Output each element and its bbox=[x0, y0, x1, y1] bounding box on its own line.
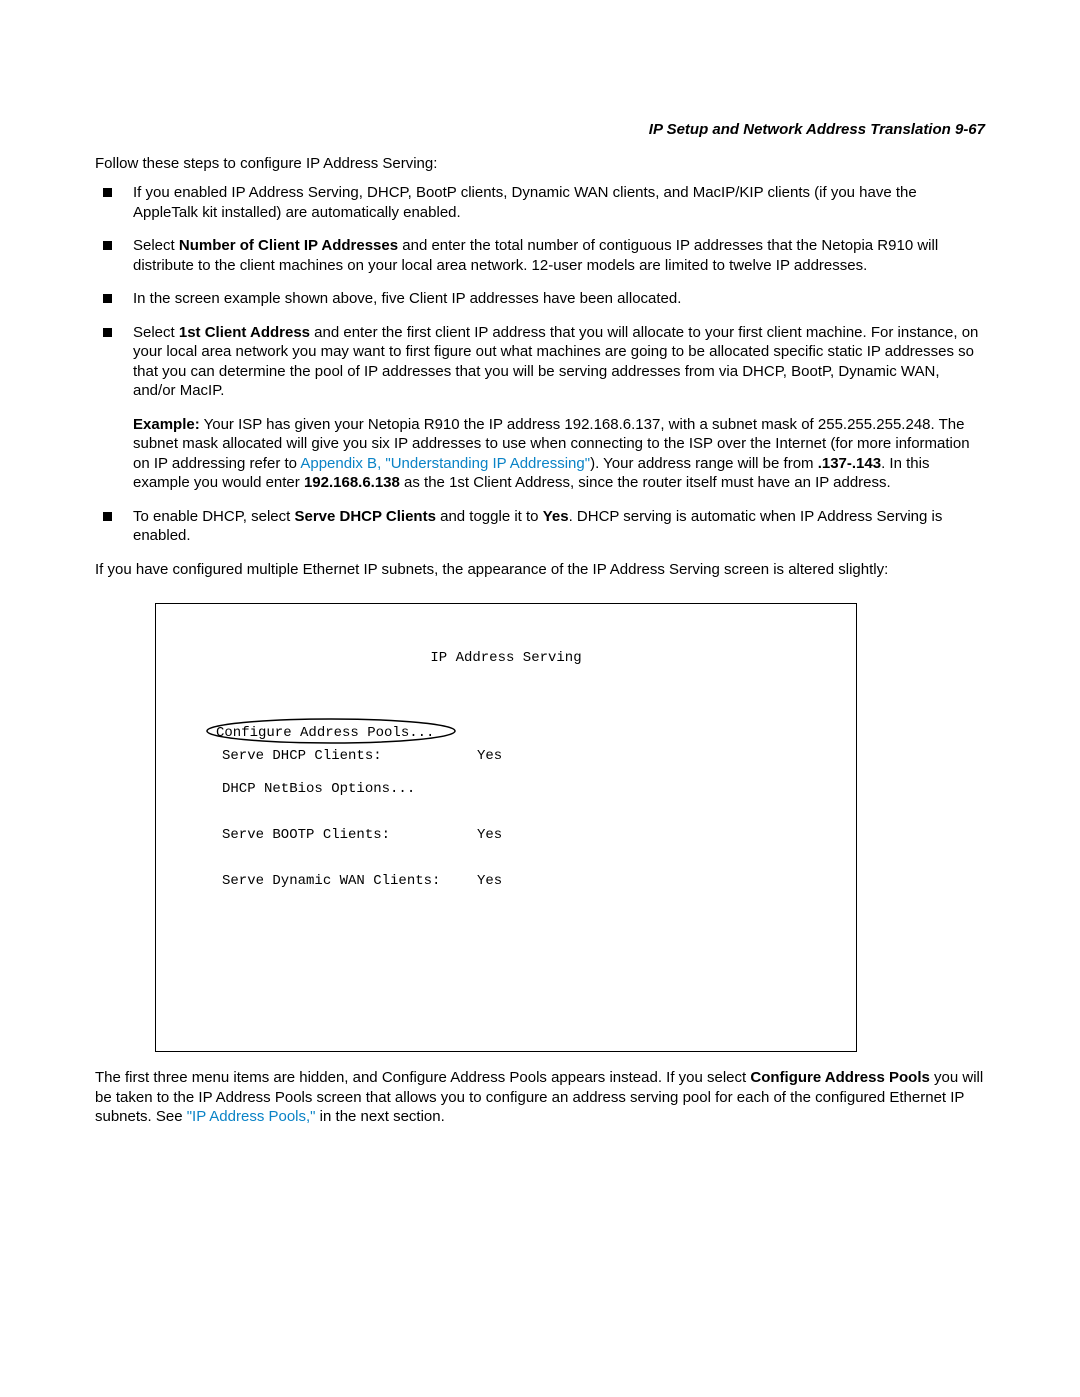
serve-wan-value: Yes bbox=[477, 873, 502, 889]
b2-pre: Select bbox=[133, 237, 179, 254]
b5-mid: and toggle it to bbox=[436, 508, 543, 525]
serve-bootp-label: Serve BOOTP Clients: bbox=[222, 827, 477, 843]
b5-pre: To enable DHCP, select bbox=[133, 508, 294, 525]
tail-c: in the next section. bbox=[316, 1108, 445, 1125]
page-header: IP Setup and Network Address Translation… bbox=[95, 120, 985, 140]
ip-pools-link[interactable]: "IP Address Pools," bbox=[187, 1108, 316, 1125]
netbios-label: DHCP NetBios Options... bbox=[222, 781, 415, 797]
appendix-link[interactable]: Appendix B, "Understanding IP Addressing… bbox=[300, 455, 590, 472]
serve-wan-label: Serve Dynamic WAN Clients: bbox=[222, 873, 477, 889]
tail-bold: Configure Address Pools bbox=[750, 1069, 929, 1086]
b5-yes: Yes bbox=[543, 508, 569, 525]
bullet-list-2: To enable DHCP, select Serve DHCP Client… bbox=[95, 507, 985, 546]
bullet-2: Select Number of Client IP Addresses and… bbox=[95, 236, 985, 275]
b4-bold: 1st Client Address bbox=[179, 324, 310, 341]
intro-text: Follow these steps to configure IP Addre… bbox=[95, 154, 985, 174]
serve-dhcp-label: Serve DHCP Clients: bbox=[222, 748, 477, 764]
mid-paragraph: If you have configured multiple Ethernet… bbox=[95, 560, 985, 580]
tail-a: The first three menu items are hidden, a… bbox=[95, 1069, 750, 1086]
b4-pre: Select bbox=[133, 324, 179, 341]
b5-bold: Serve DHCP Clients bbox=[294, 508, 435, 525]
tail-paragraph: The first three menu items are hidden, a… bbox=[95, 1068, 985, 1127]
ex-b: ). Your address range will be from bbox=[590, 455, 818, 472]
terminal-title: IP Address Serving bbox=[186, 650, 826, 666]
bullet-1: If you enabled IP Address Serving, DHCP,… bbox=[95, 183, 985, 222]
example-paragraph: Example: Your ISP has given your Netopia… bbox=[133, 415, 985, 493]
bullet-list: If you enabled IP Address Serving, DHCP,… bbox=[95, 183, 985, 401]
terminal-screen: IP Address Serving Configure Address Poo… bbox=[155, 603, 857, 1052]
configure-pools-item[interactable]: Configure Address Pools... bbox=[210, 722, 446, 744]
example-label: Example: bbox=[133, 416, 200, 433]
ex-ip: 192.168.6.138 bbox=[304, 474, 400, 491]
bullet-4: Select 1st Client Address and enter the … bbox=[95, 323, 985, 401]
serve-bootp-value: Yes bbox=[477, 827, 502, 843]
bullet-5: To enable DHCP, select Serve DHCP Client… bbox=[95, 507, 985, 546]
ex-range: .137-.143 bbox=[818, 455, 881, 472]
b2-bold: Number of Client IP Addresses bbox=[179, 237, 398, 254]
serve-dhcp-value: Yes bbox=[477, 748, 502, 764]
bullet-3: In the screen example shown above, five … bbox=[95, 289, 985, 309]
ex-d: as the 1st Client Address, since the rou… bbox=[400, 474, 891, 491]
